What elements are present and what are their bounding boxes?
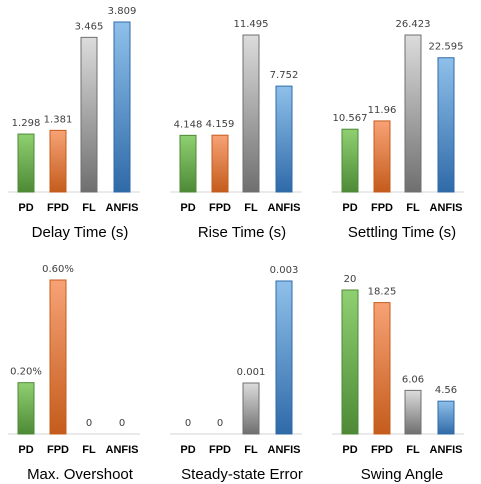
chart-swing-angle-bar-pd — [341, 289, 359, 435]
chart-delay-time-s-value-label-pd: 1.298 — [12, 118, 41, 129]
chart-settling-time-s-title: Settling Time (s) — [348, 224, 456, 241]
chart-steady-state-error: 0 PD 0 FPD 0.001 FL 0.003 ANFIS Steady-state Err… — [170, 265, 303, 483]
chart-settling-time-s-category-label-fpd: FPD — [371, 202, 393, 214]
chart-rise-time-s-value-label-fpd: 4.159 — [206, 119, 235, 130]
chart-steady-state-error-category-label-anfis: ANFIS — [268, 444, 301, 456]
chart-settling-time-s-bar-fl — [404, 34, 422, 193]
chart-steady-state-error-value-label-fpd: 0 — [217, 418, 223, 429]
chart-steady-state-error-bar-fl — [242, 382, 260, 435]
chart-delay-time-s: 1.298 PD 1.381 FPD 3.465 FL 3.809 ANFIS Delay Ti… — [8, 6, 140, 241]
chart-swing-angle: 20 PD 18.25 FPD 6.06 FL 4.56 ANFIS Swing Angle — [332, 274, 464, 483]
chart-max-overshoot-bar-fpd — [49, 279, 67, 435]
chart-steady-state-error-category-label-fl: FL — [244, 444, 258, 456]
chart-rise-time-s-category-label-fl: FL — [244, 202, 258, 214]
chart-steady-state-error-title: Steady-state Error — [181, 466, 303, 483]
chart-swing-angle-bar-fpd — [373, 302, 391, 435]
chart-settling-time-s-bar-fpd — [373, 120, 391, 193]
chart-steady-state-error-value-label-fl: 0.001 — [237, 367, 266, 378]
chart-rise-time-s-value-label-pd: 4.148 — [174, 119, 203, 130]
chart-swing-angle-category-label-pd: PD — [342, 444, 357, 456]
chart-max-overshoot-category-label-fl: FL — [82, 444, 96, 456]
chart-delay-time-s-title: Delay Time (s) — [32, 224, 129, 241]
chart-swing-angle-value-label-anfis: 4.56 — [435, 385, 457, 396]
chart-settling-time-s-value-label-pd: 10.567 — [333, 113, 368, 124]
chart-settling-time-s: 10.567 PD 11.96 FPD 26.423 FL 22.595 ANFIS Settl… — [332, 19, 464, 241]
chart-steady-state-error-value-label-anfis: 0.003 — [270, 265, 299, 276]
chart-delay-time-s-category-label-pd: PD — [18, 202, 33, 214]
chart-rise-time-s-bar-fl — [242, 34, 260, 193]
chart-delay-time-s-category-label-fl: FL — [82, 202, 96, 214]
chart-rise-time-s: 4.148 PD 4.159 FPD 11.495 FL 7.752 ANFIS Rise Ti… — [170, 19, 302, 241]
chart-steady-state-error-category-label-fpd: FPD — [209, 444, 231, 456]
chart-max-overshoot-category-label-pd: PD — [18, 444, 33, 456]
chart-swing-angle-bar-fl — [404, 389, 422, 435]
chart-settling-time-s-value-label-anfis: 22.595 — [429, 42, 464, 53]
chart-rise-time-s-value-label-fl: 11.495 — [234, 19, 269, 30]
chart-settling-time-s-bar-pd — [341, 128, 359, 193]
chart-delay-time-s-value-label-fl: 3.465 — [75, 21, 104, 32]
chart-rise-time-s-category-label-pd: PD — [180, 202, 195, 214]
chart-settling-time-s-category-label-pd: PD — [342, 202, 357, 214]
chart-max-overshoot-value-label-fpd: 0.60% — [42, 264, 74, 275]
chart-settling-time-s-value-label-fl: 26.423 — [396, 19, 431, 30]
chart-rise-time-s-value-label-anfis: 7.752 — [270, 70, 299, 81]
chart-steady-state-error-category-label-pd: PD — [180, 444, 195, 456]
chart-settling-time-s-category-label-fl: FL — [406, 202, 420, 214]
chart-max-overshoot-value-label-fl: 0 — [86, 418, 92, 429]
chart-rise-time-s-category-label-anfis: ANFIS — [268, 202, 301, 214]
chart-max-overshoot-bar-pd — [17, 382, 35, 435]
chart-settling-time-s-category-label-anfis: ANFIS — [430, 202, 463, 214]
chart-max-overshoot: 0.20% PD 0.60% FPD 0 FL 0 ANFIS Max. Overshoot — [8, 264, 140, 483]
chart-rise-time-s-bar-anfis — [275, 85, 293, 193]
chart-settling-time-s-value-label-fpd: 11.96 — [368, 105, 397, 116]
chart-delay-time-s-value-label-fpd: 1.381 — [44, 114, 73, 125]
chart-max-overshoot-value-label-anfis: 0 — [119, 418, 125, 429]
chart-delay-time-s-bar-pd — [17, 133, 35, 193]
chart-delay-time-s-bar-anfis — [113, 21, 131, 193]
chart-swing-angle-value-label-fl: 6.06 — [402, 374, 424, 385]
chart-swing-angle-bar-anfis — [437, 400, 455, 435]
chart-max-overshoot-category-label-fpd: FPD — [47, 444, 69, 456]
chart-rise-time-s-bar-fpd — [211, 134, 229, 193]
chart-settling-time-s-bar-anfis — [437, 57, 455, 193]
chart-swing-angle-title: Swing Angle — [361, 466, 444, 483]
chart-swing-angle-category-label-anfis: ANFIS — [430, 444, 463, 456]
chart-delay-time-s-category-label-anfis: ANFIS — [106, 202, 139, 214]
chart-delay-time-s-bar-fl — [80, 36, 98, 193]
chart-swing-angle-category-label-fpd: FPD — [371, 444, 393, 456]
chart-rise-time-s-bar-pd — [179, 134, 197, 193]
chart-swing-angle-value-label-pd: 20 — [344, 274, 357, 285]
chart-steady-state-error-value-label-pd: 0 — [185, 418, 191, 429]
chart-max-overshoot-category-label-anfis: ANFIS — [106, 444, 139, 456]
chart-rise-time-s-category-label-fpd: FPD — [209, 202, 231, 214]
chart-delay-time-s-category-label-fpd: FPD — [47, 202, 69, 214]
chart-steady-state-error-bar-anfis — [275, 280, 293, 435]
chart-delay-time-s-value-label-anfis: 3.809 — [108, 6, 137, 17]
chart-swing-angle-value-label-fpd: 18.25 — [368, 287, 397, 298]
chart-delay-time-s-bar-fpd — [49, 129, 67, 193]
chart-max-overshoot-title: Max. Overshoot — [27, 466, 134, 483]
chart-rise-time-s-title: Rise Time (s) — [198, 224, 286, 241]
chart-max-overshoot-value-label-pd: 0.20% — [10, 367, 42, 378]
chart-swing-angle-category-label-fl: FL — [406, 444, 420, 456]
